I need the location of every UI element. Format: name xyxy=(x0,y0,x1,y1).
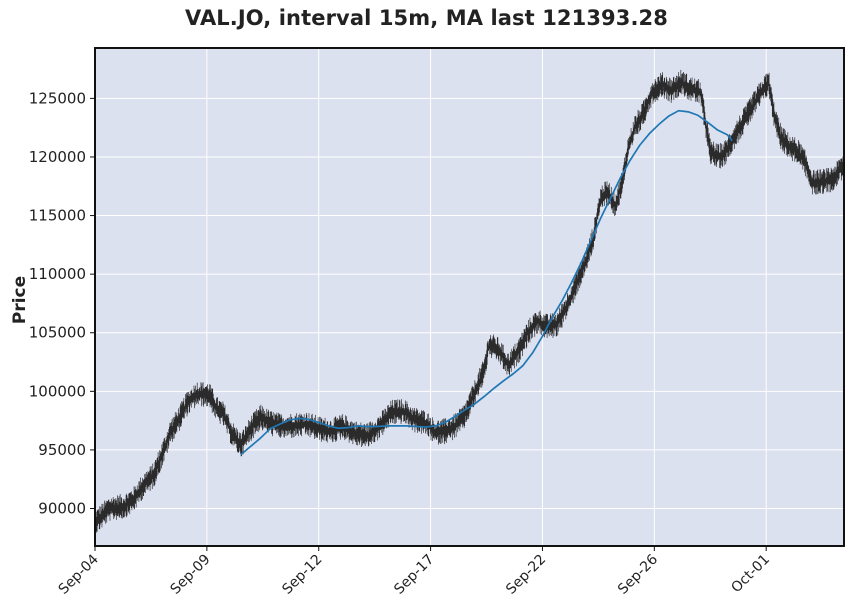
plot-frame xyxy=(94,47,845,547)
x-tick-label: Sep-26 xyxy=(615,551,661,597)
y-tick-label: 105000 xyxy=(29,324,86,342)
y-tick-label: 100000 xyxy=(29,382,86,400)
y-tick-label: 95000 xyxy=(38,441,86,459)
ma-line xyxy=(240,109,733,456)
x-tick-label: Sep-09 xyxy=(168,552,214,598)
x-tick-label: Sep-17 xyxy=(391,552,437,598)
chart-title: VAL.JO, interval 15m, MA last 121393.28 xyxy=(185,6,668,30)
x-tick-label: Oct-01 xyxy=(728,552,773,597)
y-tick-label: 125000 xyxy=(29,89,86,107)
x-tick-label: Sep-12 xyxy=(279,552,325,598)
y-tick-label: 90000 xyxy=(38,500,86,518)
y-axis-ticks: 90000 95000 100000 105000 110000 115000 120000… xyxy=(29,89,95,518)
y-axis-label: Price xyxy=(10,276,30,324)
x-axis-ticks: Sep-04 Sep-09 Sep-12 Sep-17 Sep-22 Sep-26 Oct-… xyxy=(56,546,773,598)
y-tick-label: 115000 xyxy=(29,207,86,225)
x-tick-label: Sep-22 xyxy=(503,552,549,598)
y-tick-label: 110000 xyxy=(29,265,86,283)
price-line xyxy=(94,76,845,526)
y-tick-label: 120000 xyxy=(29,148,86,166)
moving-average-series xyxy=(240,109,733,456)
x-tick-label: Sep-04 xyxy=(56,551,102,597)
